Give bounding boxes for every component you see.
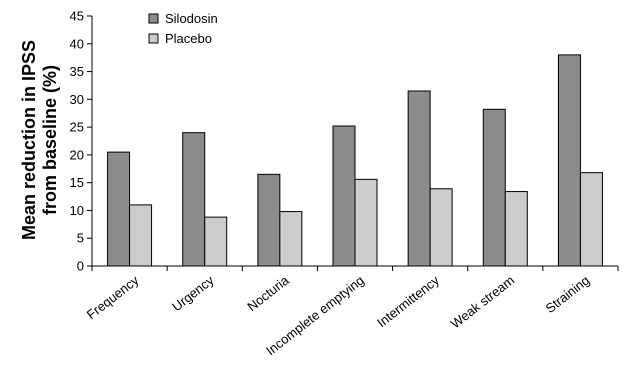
legend-swatch-placebo: [148, 33, 159, 44]
bar-placebo-weak-stream: [504, 191, 528, 267]
legend-label-placebo: Placebo: [165, 31, 212, 46]
x-tick-label-weak-stream: Weak stream: [448, 273, 517, 332]
x-tick-label-urgency: Urgency: [169, 272, 217, 314]
bar-placebo-intermittency: [429, 188, 453, 267]
y-tick-label: 35: [70, 64, 84, 79]
bar-silodosin-nocturia: [257, 173, 281, 267]
bar-placebo-straining: [579, 172, 603, 267]
legend: Silodosin Placebo: [148, 11, 218, 46]
bar-silodosin-weak-stream: [482, 108, 506, 267]
bar-placebo-frequency: [129, 204, 153, 267]
y-tick-label: 30: [70, 92, 84, 107]
x-tick-label-frequency: Frequency: [84, 272, 142, 322]
y-axis-title: Mean reduction in IPSS from baseline (%): [19, 40, 60, 240]
legend-swatch-silodosin: [148, 13, 159, 24]
y-axis-title-line-1: Mean reduction in IPSS: [19, 40, 39, 240]
y-tick-label: 15: [70, 175, 84, 190]
y-tick-label: 45: [70, 9, 84, 24]
y-tick-label: 20: [70, 147, 84, 162]
y-tick-label: 10: [70, 203, 84, 218]
bar-silodosin-straining: [557, 54, 581, 267]
bar-silodosin-intermittency: [407, 90, 431, 267]
plot-area: 0 5 10 15 20 25 30 35 40 45 Frequency Urgency Noctur…: [70, 9, 619, 358]
bar-placebo-nocturia: [279, 211, 303, 267]
y-tick-label: 0: [77, 259, 84, 274]
bar-placebo-incomplete-emptying: [354, 178, 378, 267]
x-tick-label-intermittency: Intermittency: [374, 272, 442, 330]
bar-silodosin-urgency: [182, 132, 206, 267]
y-tick-label: 40: [70, 36, 84, 51]
y-axis-title-line-2: from baseline (%): [40, 65, 60, 215]
x-tick-label-nocturia: Nocturia: [244, 272, 292, 314]
y-tick-label: 25: [70, 120, 84, 135]
bar-silodosin-frequency: [107, 151, 131, 267]
bar-silodosin-incomplete-emptying: [332, 125, 356, 267]
y-tick-label: 5: [77, 231, 84, 246]
x-tick-label-straining: Straining: [543, 273, 593, 316]
bar-placebo-urgency: [204, 216, 228, 267]
legend-label-silodosin: Silodosin: [165, 11, 218, 26]
